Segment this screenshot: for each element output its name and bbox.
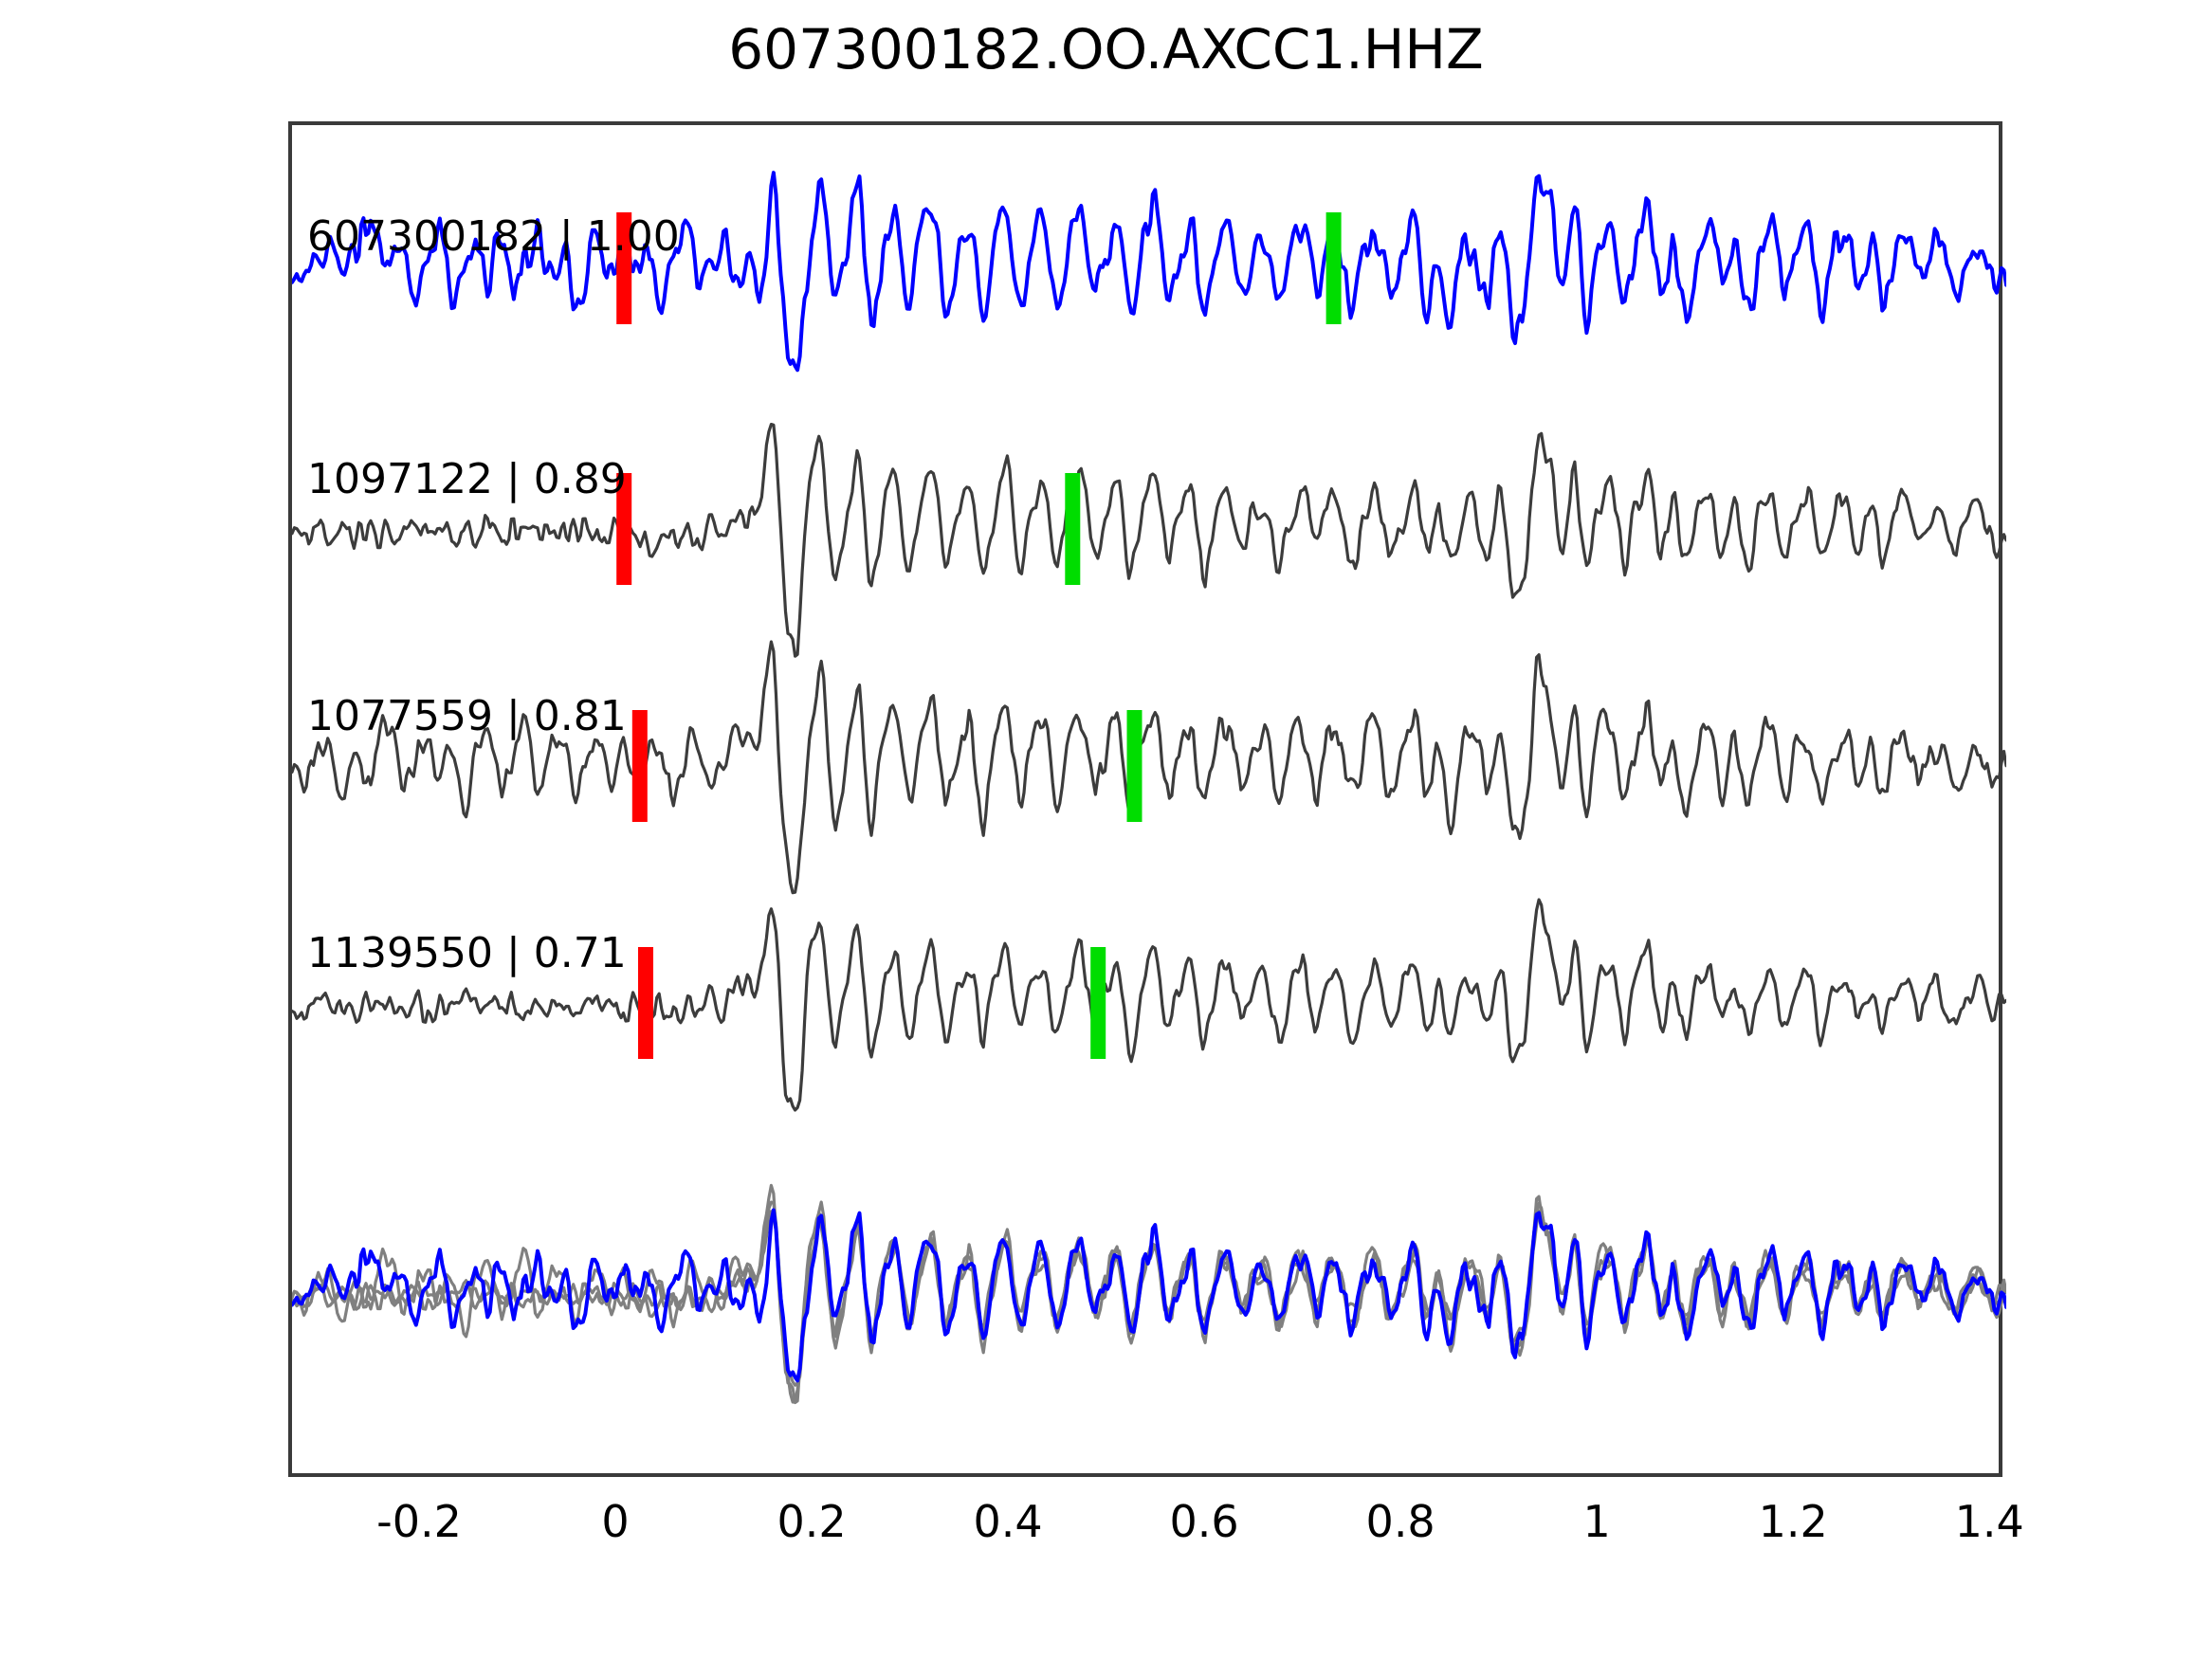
x-tick-label: -0.2	[376, 1496, 462, 1547]
x-tick-label: 0.4	[973, 1496, 1043, 1547]
waveform-trace-3	[292, 898, 2006, 1112]
x-tick-label: 0	[601, 1496, 630, 1547]
p-pick-marker-2	[631, 710, 648, 822]
trace-label-3: 1139550 | 0.71	[307, 929, 627, 977]
p-pick-marker-0	[616, 212, 632, 324]
trace-label-1: 1097122 | 0.89	[307, 455, 627, 503]
p-pick-marker-1	[616, 473, 632, 585]
page-title: 607300182.OO.AXCC1.HHZ	[728, 17, 1484, 82]
s-pick-marker-3	[1090, 947, 1106, 1059]
s-pick-marker-1	[1065, 473, 1081, 585]
p-pick-marker-3	[638, 947, 653, 1059]
stack-overlay-trace-0	[292, 1208, 2006, 1383]
x-tick-label: 1.4	[1954, 1496, 2024, 1547]
x-tick-label: 0.2	[777, 1496, 847, 1547]
x-tick-label: 0.8	[1365, 1496, 1435, 1547]
waveform-trace-1	[292, 423, 2006, 658]
waveform-canvas	[292, 171, 2006, 1405]
x-axis-tick-labels: -0.2 0 0.2 0.4 0.6 0.8 1 1.2 1.4	[288, 1496, 2024, 1562]
waveform-trace-0	[292, 171, 2006, 373]
x-tick-label: 0.6	[1169, 1496, 1239, 1547]
x-tick-label: 1.2	[1758, 1496, 1828, 1547]
trace-label-0: 607300182 | 1.00	[307, 212, 680, 261]
waveform-trace-2	[292, 640, 2006, 895]
plot-area: 607300182 | 1.00 1097122 | 0.89 1077559 …	[288, 121, 2006, 1477]
trace-label-2: 1077559 | 0.81	[307, 692, 627, 740]
s-pick-marker-2	[1126, 710, 1143, 822]
x-tick-label: 1	[1582, 1496, 1611, 1547]
s-pick-marker-0	[1325, 212, 1342, 324]
